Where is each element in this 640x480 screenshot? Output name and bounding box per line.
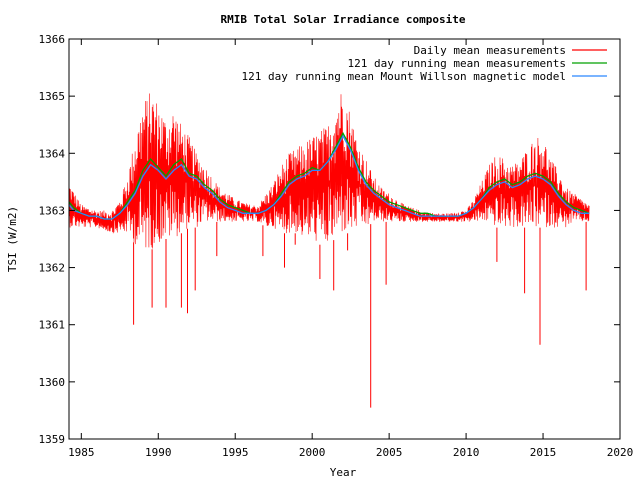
y-tick-label: 1359 [39,433,66,446]
y-tick-label: 1365 [39,90,66,103]
y-axis-label: TSI (W/m2) [6,206,19,272]
x-tick-label: 1985 [68,446,95,459]
x-axis-label: Year [330,466,357,479]
x-tick-label: 2020 [607,446,634,459]
x-tick-label: 1990 [145,446,172,459]
x-tick-label: 2000 [299,446,326,459]
plot-frame [68,38,621,440]
legend-entry-label: Daily mean measurements [414,44,566,57]
y-tick-label: 1362 [39,262,66,275]
legend-entry-label: 121 day running mean measurements [347,57,566,70]
y-tick-label: 1364 [39,147,66,160]
series-magnetic-model-line [68,134,590,220]
y-tick-label: 1360 [39,376,66,389]
y-tick-label: 1361 [39,319,66,332]
y-tick-label: 1363 [39,204,66,217]
x-tick-label: 1995 [222,446,249,459]
x-tick-label: 2010 [453,446,480,459]
series-daily-mean-line [68,93,590,249]
legend-entry-label: 121 day running mean Mount Willson magne… [241,70,566,83]
x-tick-label: 2015 [530,446,557,459]
plot-series [68,93,590,408]
y-tick-label: 1366 [39,33,66,46]
chart-title: RMIB Total Solar Irradiance composite [220,13,465,26]
axes: 1985 1990 1995 2000 2005 2010 2015 2020 1359 1360… [39,33,634,459]
x-tick-label: 2005 [376,446,403,459]
